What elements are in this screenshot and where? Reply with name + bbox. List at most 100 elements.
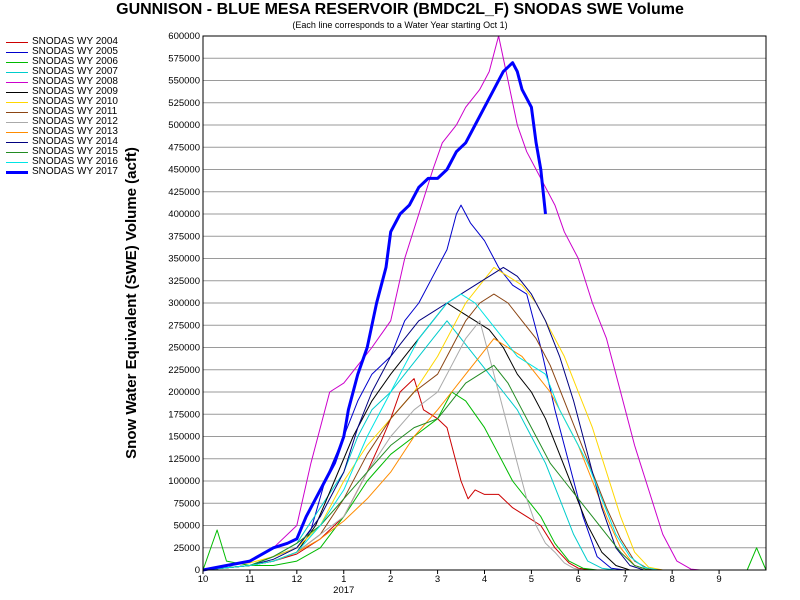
y-tick-label: 300000 bbox=[168, 298, 200, 309]
legend-label: SNODAS WY 2017 bbox=[32, 166, 118, 177]
y-tick-label: 200000 bbox=[168, 387, 200, 398]
x-tick-label: 2 bbox=[388, 574, 393, 585]
legend-item: SNODAS WY 2012 bbox=[6, 116, 146, 127]
y-tick-label: 400000 bbox=[168, 209, 200, 220]
chart-subtitle: (Each line corresponds to a Water Year s… bbox=[292, 20, 508, 30]
y-tick-label: 575000 bbox=[168, 53, 200, 64]
y-tick-label: 600000 bbox=[168, 31, 200, 42]
series-line bbox=[202, 364, 766, 571]
legend-label: SNODAS WY 2016 bbox=[32, 156, 118, 167]
series-line bbox=[202, 293, 766, 571]
y-tick-label: 450000 bbox=[168, 165, 200, 176]
legend-swatch bbox=[6, 82, 28, 83]
legend-item: SNODAS WY 2008 bbox=[6, 76, 146, 87]
legend-item: SNODAS WY 2014 bbox=[6, 136, 146, 147]
y-tick-label: 350000 bbox=[168, 254, 200, 265]
y-axis-label: Snow Water Equivalent (SWE) Volume (acft… bbox=[123, 147, 140, 459]
series-line bbox=[202, 378, 766, 571]
legend-label: SNODAS WY 2011 bbox=[32, 106, 118, 117]
legend-label: SNODAS WY 2004 bbox=[32, 36, 118, 47]
y-tick-label: 0 bbox=[195, 565, 200, 576]
legend-label: SNODAS WY 2005 bbox=[32, 46, 118, 57]
legend-item: SNODAS WY 2007 bbox=[6, 66, 146, 77]
series-line bbox=[202, 320, 766, 571]
legend-label: SNODAS WY 2008 bbox=[32, 76, 118, 87]
legend-swatch bbox=[6, 62, 28, 63]
y-tick-label: 475000 bbox=[168, 142, 200, 153]
y-tick-label: 100000 bbox=[168, 476, 200, 487]
series-line bbox=[202, 391, 767, 571]
legend-item: SNODAS WY 2010 bbox=[6, 96, 146, 107]
x-tick-label: 1 bbox=[341, 574, 346, 585]
series-line bbox=[202, 266, 766, 571]
legend-swatch bbox=[6, 52, 28, 53]
legend-label: SNODAS WY 2010 bbox=[32, 96, 118, 107]
legend-label: SNODAS WY 2015 bbox=[32, 146, 118, 157]
y-tick-label: 500000 bbox=[168, 120, 200, 131]
y-tick-label: 150000 bbox=[168, 432, 200, 443]
legend-swatch bbox=[6, 112, 28, 113]
y-tick-label: 375000 bbox=[168, 231, 200, 242]
legend-swatch bbox=[6, 142, 28, 143]
chart-title: GUNNISON - BLUE MESA RESERVOIR (BMDC2L_F… bbox=[116, 1, 684, 18]
series-line bbox=[202, 293, 766, 571]
x-tick-label: 8 bbox=[670, 574, 675, 585]
y-tick-label: 225000 bbox=[168, 365, 200, 376]
y-tick-label: 50000 bbox=[174, 521, 200, 532]
x-tick-label: 7 bbox=[623, 574, 628, 585]
legend-swatch bbox=[6, 122, 28, 123]
legend-item: SNODAS WY 2016 bbox=[6, 156, 146, 167]
legend-swatch bbox=[6, 42, 28, 43]
series-line bbox=[202, 204, 766, 571]
legend-swatch bbox=[6, 102, 28, 103]
y-tick-label: 75000 bbox=[174, 498, 200, 509]
y-tick-label: 425000 bbox=[168, 187, 200, 198]
x-tick-label: 10 bbox=[198, 574, 209, 585]
series-line bbox=[202, 61, 547, 572]
legend-item: SNODAS WY 2005 bbox=[6, 46, 146, 57]
legend-swatch bbox=[6, 162, 28, 163]
series-lines bbox=[202, 35, 767, 572]
y-tick-label: 275000 bbox=[168, 320, 200, 331]
x-tick-label: 6 bbox=[576, 574, 581, 585]
legend-swatch bbox=[6, 72, 28, 73]
legend-label: SNODAS WY 2012 bbox=[32, 116, 118, 127]
legend-item: SNODAS WY 2004 bbox=[6, 36, 146, 47]
series-line bbox=[202, 266, 766, 571]
y-tick-label: 525000 bbox=[168, 98, 200, 109]
y-ticks: 0 25000 50000 75000 100000 125000 150000 175000… bbox=[168, 31, 200, 576]
series-line bbox=[202, 320, 766, 571]
gridlines bbox=[203, 35, 766, 571]
legend-swatch bbox=[6, 92, 28, 93]
x-tick-label: 3 bbox=[435, 574, 440, 585]
y-tick-label: 325000 bbox=[168, 276, 200, 287]
legend-label: SNODAS WY 2006 bbox=[32, 56, 118, 67]
x-tick-label: 9 bbox=[716, 574, 721, 585]
legend-label: SNODAS WY 2013 bbox=[32, 126, 118, 137]
x-tick-label: 11 bbox=[245, 574, 255, 585]
legend-swatch bbox=[6, 171, 28, 174]
y-tick-label: 250000 bbox=[168, 343, 200, 354]
y-tick-label: 125000 bbox=[168, 454, 200, 465]
x-tick-label: 4 bbox=[482, 574, 487, 585]
legend-label: SNODAS WY 2014 bbox=[32, 136, 118, 147]
y-tick-label: 25000 bbox=[174, 543, 200, 554]
legend-item: SNODAS WY 2017 bbox=[6, 166, 146, 177]
legend-item: SNODAS WY 2013 bbox=[6, 126, 146, 137]
legend-swatch bbox=[6, 152, 28, 153]
legend-label: SNODAS WY 2007 bbox=[32, 66, 118, 77]
legend-item: SNODAS WY 2006 bbox=[6, 56, 146, 67]
x-tick-label: 12 bbox=[292, 574, 303, 585]
legend-swatch bbox=[6, 132, 28, 133]
legend-label: SNODAS WY 2009 bbox=[32, 86, 118, 97]
x-year-label: 2017 bbox=[333, 585, 354, 596]
x-tick-label: 5 bbox=[529, 574, 534, 585]
chart-legend: SNODAS WY 2004 SNODAS WY 2005 SNODAS WY 20… bbox=[6, 36, 146, 177]
legend-item: SNODAS WY 2009 bbox=[6, 86, 146, 97]
legend-item: SNODAS WY 2011 bbox=[6, 106, 146, 117]
legend-item: SNODAS WY 2015 bbox=[6, 146, 146, 157]
y-tick-label: 175000 bbox=[168, 409, 200, 420]
series-line bbox=[202, 338, 766, 571]
